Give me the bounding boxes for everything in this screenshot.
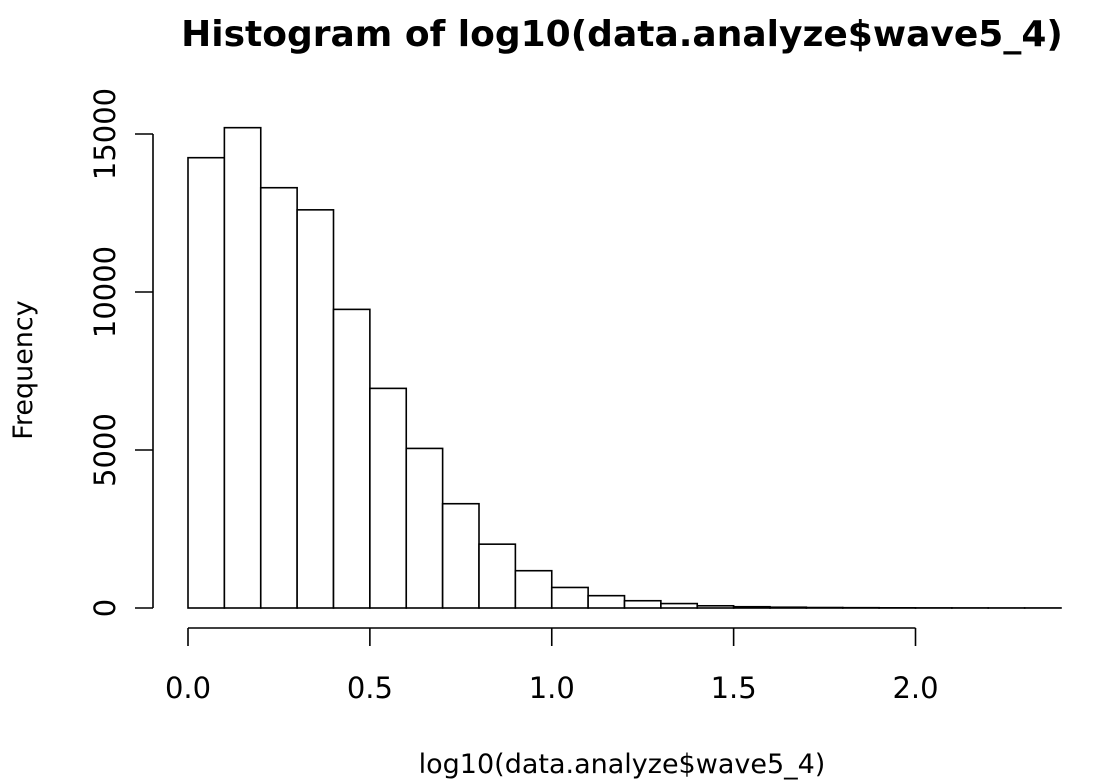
y-axis: 0 5000 10000 15000 xyxy=(88,88,154,617)
histogram-bar xyxy=(332,308,371,609)
histogram-bar xyxy=(623,599,662,609)
histogram-bar xyxy=(769,606,808,609)
x-axis-label: log10(data.analyze$wave5_4) xyxy=(419,749,826,780)
chart-title: Histogram of log10(data.analyze$wave5_4) xyxy=(181,14,1063,55)
histogram-bar xyxy=(550,586,589,609)
histogram-bar xyxy=(296,209,335,609)
histogram-bar xyxy=(478,543,517,609)
y-tick-label: 5000 xyxy=(88,413,122,487)
y-tick-label: 10000 xyxy=(88,246,122,338)
y-tick-label: 15000 xyxy=(88,88,122,180)
histogram-bar xyxy=(223,126,262,609)
y-tick-label: 0 xyxy=(88,599,122,617)
histogram-bar xyxy=(405,447,444,609)
histogram-bar xyxy=(441,502,480,609)
histogram-bar xyxy=(660,602,699,609)
y-axis-label: Frequency xyxy=(8,300,39,440)
histogram-bar xyxy=(696,604,735,609)
histogram-bar xyxy=(732,605,771,609)
bars-group xyxy=(187,126,1062,609)
x-tick-label: 2.0 xyxy=(892,671,938,705)
x-tick-label: 0.5 xyxy=(347,671,393,705)
x-tick-label: 0.0 xyxy=(165,671,211,705)
histogram-bar xyxy=(259,186,298,609)
histogram-bar xyxy=(514,569,553,609)
x-tick-label: 1.0 xyxy=(529,671,575,705)
x-axis: 0.0 0.5 1.0 1.5 2.0 xyxy=(165,627,939,705)
histogram-bar xyxy=(187,156,226,609)
x-tick-label: 1.5 xyxy=(711,671,757,705)
histogram-bar xyxy=(587,594,626,609)
histogram-bar xyxy=(369,387,408,609)
